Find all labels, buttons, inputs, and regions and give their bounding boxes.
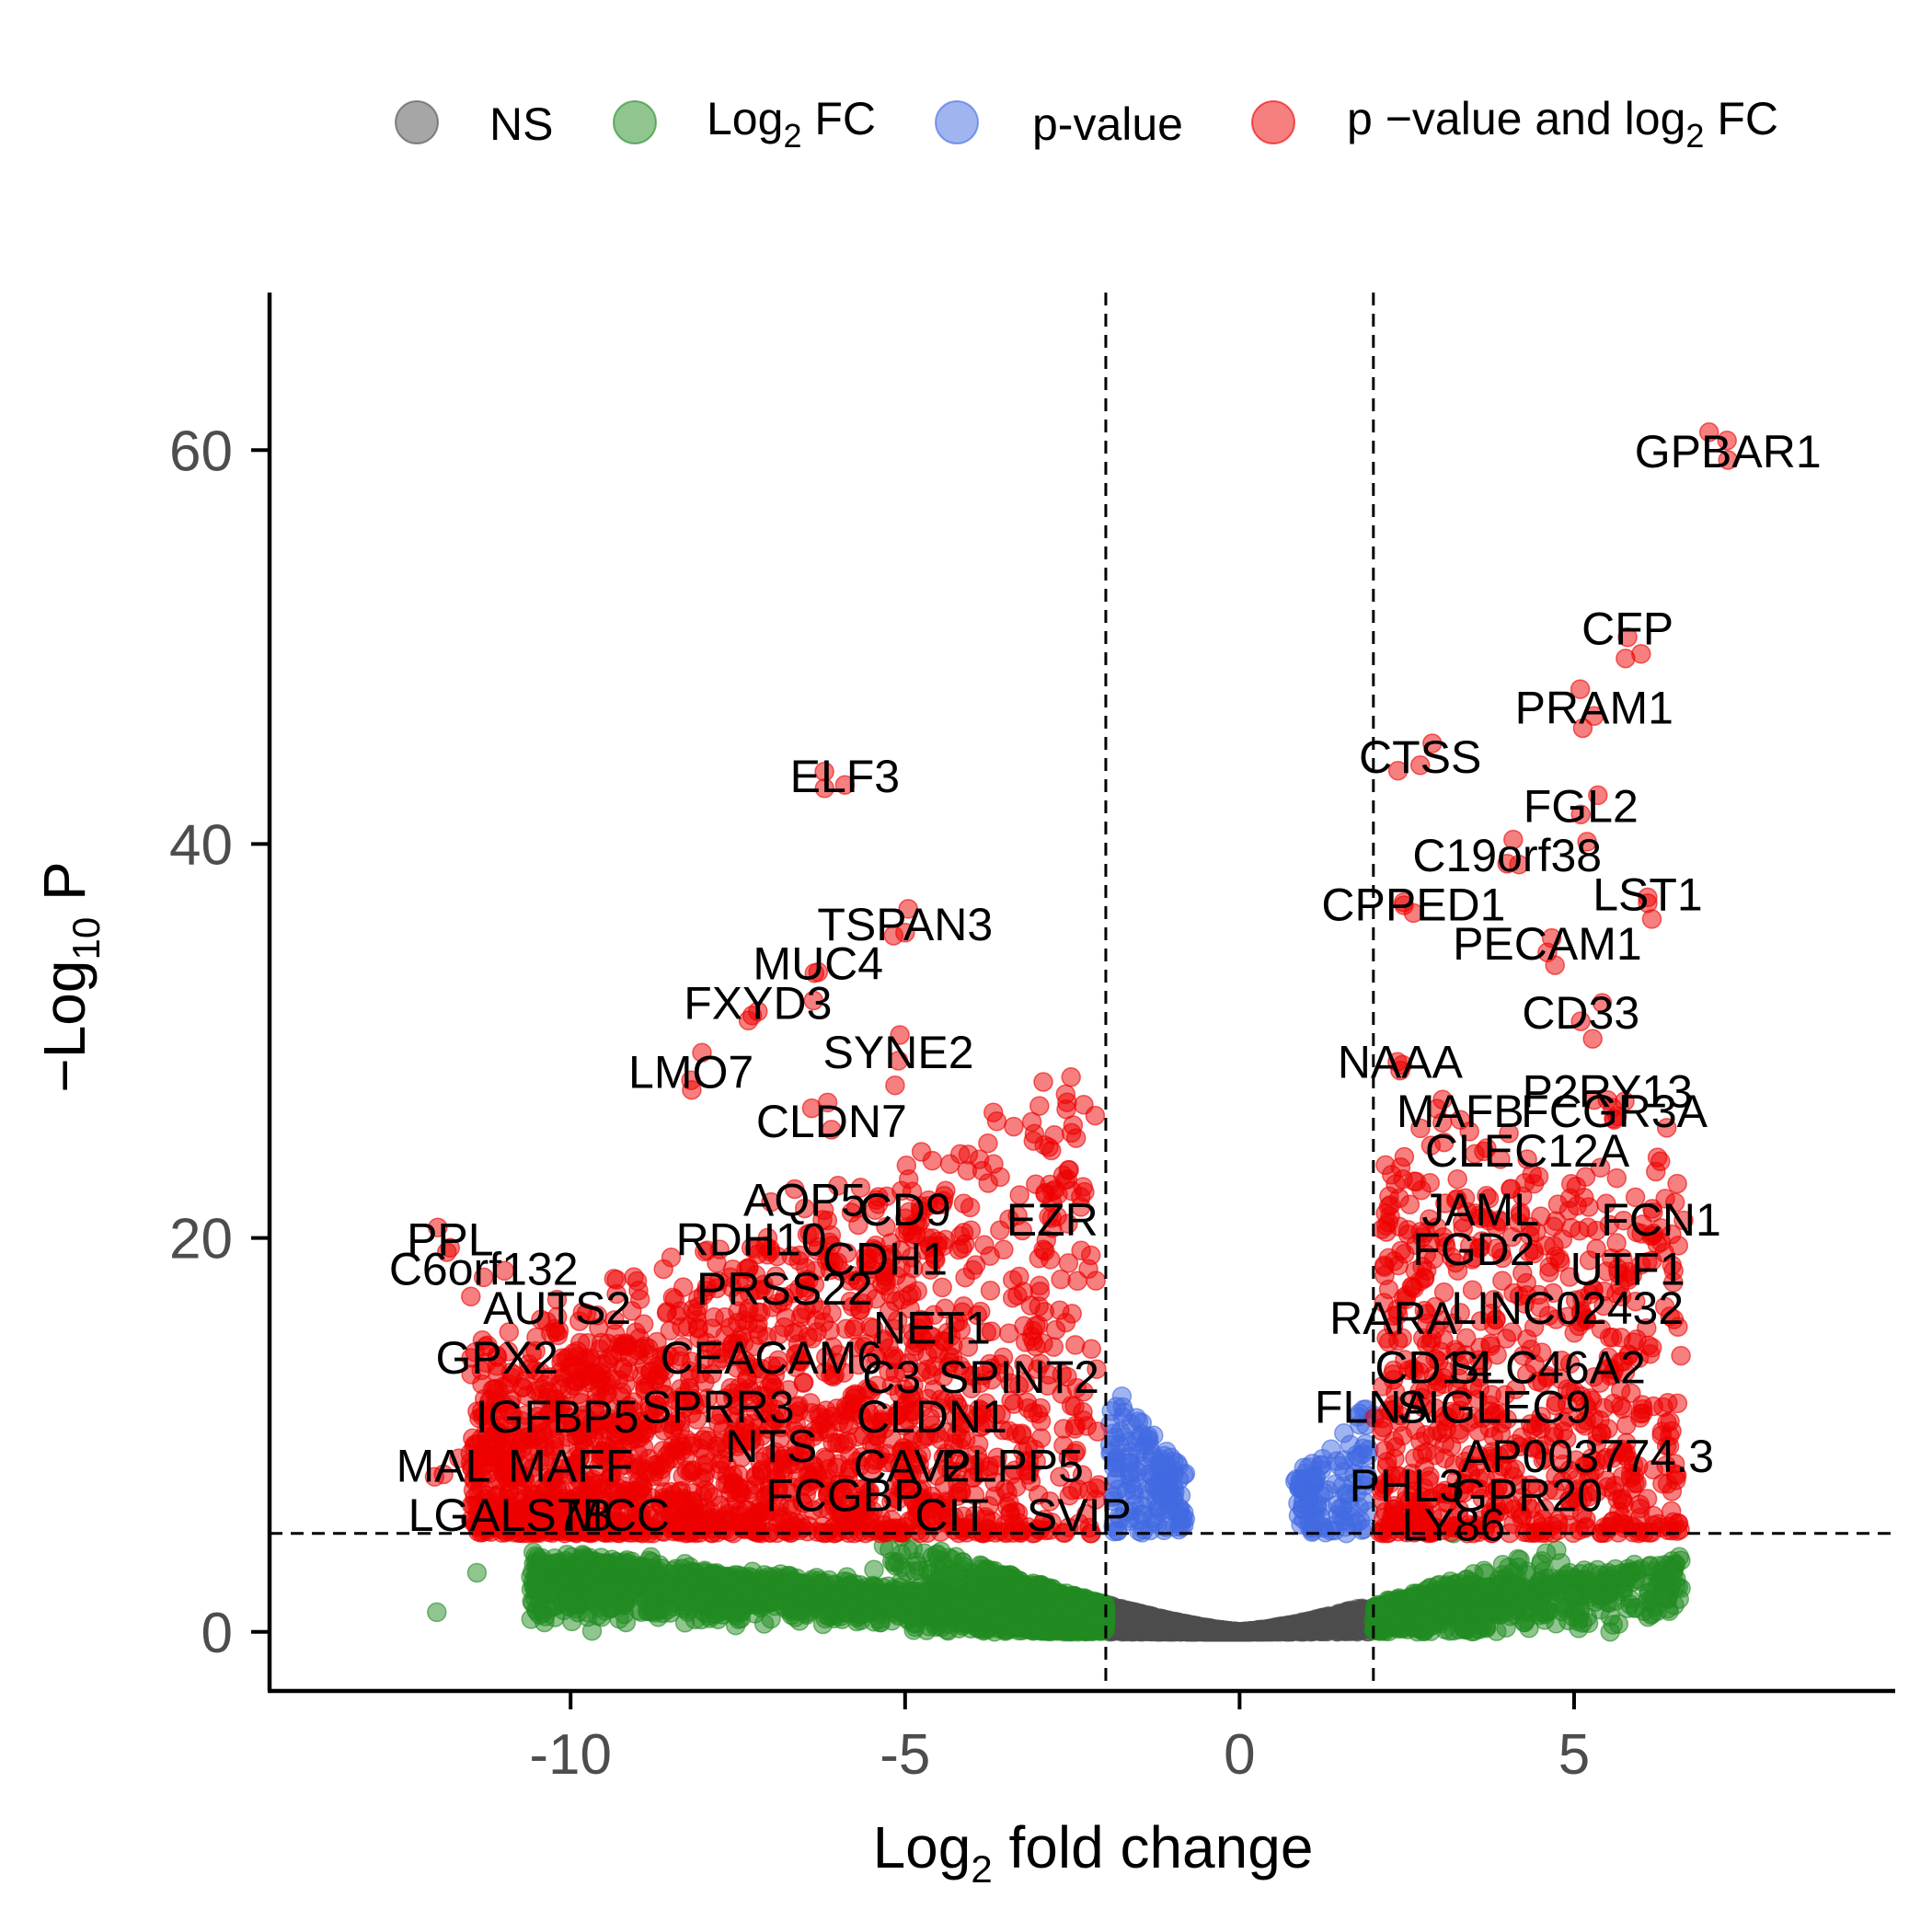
legend-label-pvalue: p-value xyxy=(1032,98,1183,150)
data-point xyxy=(1000,1565,1021,1585)
data-points xyxy=(424,422,1738,1642)
data-point xyxy=(1277,1616,1298,1637)
legend-label-pvalue-and-log2fc: p −value and log2 FC xyxy=(1347,93,1778,155)
legend-item-pvalue: p-value xyxy=(935,98,1183,150)
legend-label-ns: NS xyxy=(489,98,553,150)
data-point xyxy=(1314,1607,1334,1627)
data-point xyxy=(952,1551,972,1572)
data-point xyxy=(1137,1612,1158,1633)
legend-key-pvalue-and-log2fc xyxy=(1251,100,1295,144)
data-point xyxy=(1223,1621,1243,1642)
legend-label-log2fc: Log2 FC xyxy=(707,93,876,155)
data-point xyxy=(933,1564,954,1584)
legend: NS Log2 FC p-value p −value and log2 FC xyxy=(395,93,1778,155)
data-point xyxy=(1173,1615,1194,1636)
data-point xyxy=(981,1560,1002,1581)
data-point xyxy=(1510,1549,1530,1570)
legend-item-ns: NS xyxy=(395,98,553,150)
legend-key-ns xyxy=(395,100,439,144)
data-point xyxy=(1154,1619,1175,1639)
data-point xyxy=(1116,1602,1137,1623)
legend-key-log2fc xyxy=(613,100,657,144)
data-point xyxy=(931,1541,951,1562)
legend-item-pvalue-and-log2fc: p −value and log2 FC xyxy=(1251,93,1778,155)
data-point xyxy=(1347,1598,1368,1619)
data-point xyxy=(891,1544,912,1564)
legend-item-log2fc: Log2 FC xyxy=(613,93,876,155)
data-point xyxy=(904,1560,925,1581)
data-point xyxy=(1241,1621,1261,1641)
legend-key-pvalue xyxy=(935,100,979,144)
